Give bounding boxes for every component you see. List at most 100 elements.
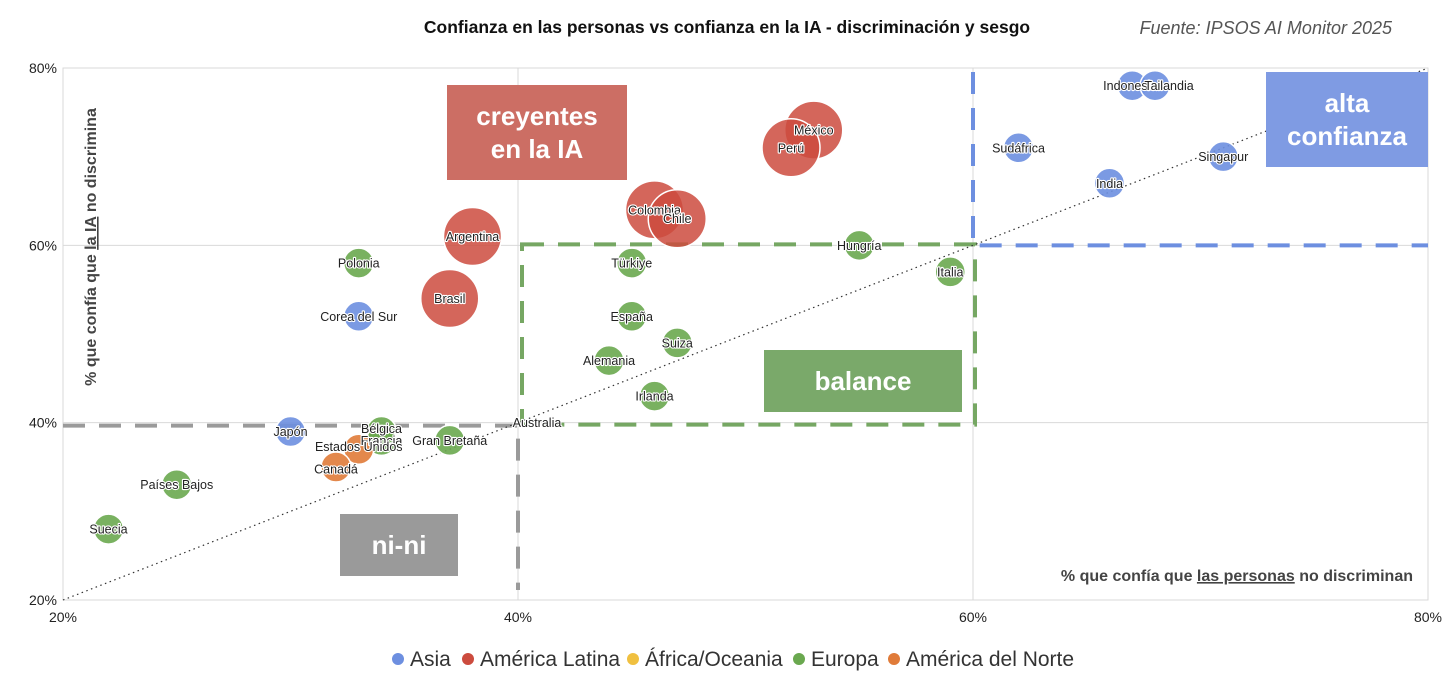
axis-ticks: 20% 40% 60% 80% 20% 40% 60% 80%	[29, 60, 1442, 625]
data-label-corea-del-sur: Corea del Sur	[320, 310, 397, 324]
quadrant-label-ni-ni: ni-ni	[372, 530, 427, 560]
x-tick-label: 80%	[1414, 609, 1442, 625]
y-axis-title-pre: % que confía que	[83, 250, 100, 386]
data-label-canada: Canadá	[314, 463, 358, 477]
x-tick-label: 60%	[959, 609, 987, 625]
data-label-suecia: Suecia	[89, 523, 127, 537]
quadrant-label-alta-confianza: confianza	[1287, 121, 1407, 151]
data-label-suiza: Suiza	[662, 336, 693, 350]
data-label-mexico: México	[794, 124, 834, 138]
point-sudafrica	[1002, 132, 1035, 164]
point-italia	[934, 256, 966, 288]
point-tailandia	[1139, 69, 1171, 102]
legend-label-asia: Asia	[410, 648, 451, 671]
balance-border	[520, 242, 977, 427]
ni-ni-border	[63, 423, 520, 590]
data-label-irlanda: Irlanda	[635, 390, 673, 404]
chart-source: Fuente: IPSOS AI Monitor 2025	[1140, 18, 1393, 38]
legend-marker-america-del-norte	[888, 653, 900, 665]
x-tick-label: 20%	[49, 609, 77, 625]
quadrant-box-creyentes-en-la-ia	[447, 85, 627, 180]
y-axis-title-post: no discrimina	[83, 108, 100, 217]
legend-label-africa-oceania: África/Oceania	[645, 648, 783, 671]
point-gran-bretana	[434, 424, 466, 457]
data-label-australia: Australia	[513, 416, 562, 430]
data-label-tailandia: Tailandia	[1144, 79, 1193, 93]
legend-marker-europa	[793, 653, 805, 665]
point-suecia	[92, 513, 125, 545]
data-label-argentina: Argentina	[446, 230, 500, 244]
data-label-espana: España	[611, 310, 653, 324]
data-label-indonesia: Indonesia	[1103, 79, 1157, 93]
data-label-polonia: Polonia	[338, 257, 380, 271]
y-tick-label: 40%	[29, 415, 57, 431]
point-canada	[320, 451, 352, 483]
point-suiza	[661, 327, 693, 359]
legend: Asia América Latina África/Oceania Europa Am…	[392, 648, 1074, 671]
data-label-chile: Chile	[663, 212, 692, 226]
point-alemania	[593, 344, 625, 377]
trendline-group	[62, 67, 1429, 601]
quadrant-box-ni-ni	[340, 514, 458, 576]
point-paises-bajos	[161, 468, 193, 501]
quadrant-box-balance	[764, 350, 962, 412]
legend-label-america-del-norte: América del Norte	[906, 648, 1074, 671]
x-axis-title-pre: % que confía que	[1061, 568, 1197, 585]
quadrant-borders	[63, 72, 1428, 590]
quadrant-label-creyentes-en-la-ia: en la IA	[491, 134, 584, 164]
data-label-paises-bajos: Países Bajos	[140, 478, 213, 492]
data-points	[92, 69, 1239, 545]
legend-marker-america-latina	[462, 653, 474, 665]
trendline	[62, 67, 1429, 601]
data-label-italia: Italia	[937, 265, 963, 279]
legend-marker-africa-oceania	[627, 653, 639, 665]
data-label-sudafrica: Sudáfrica	[992, 141, 1045, 155]
x-tick-label: 40%	[504, 609, 532, 625]
data-label-peru: Perú	[778, 141, 804, 155]
y-tick-label: 60%	[29, 237, 57, 253]
point-india	[1093, 167, 1126, 200]
quadrant-label-balance: balance	[815, 366, 912, 396]
x-axis-title-post: no discriminan	[1295, 568, 1413, 585]
data-label-turkiye: Türkiye	[611, 257, 652, 271]
y-axis-title-underlined: la IA	[83, 216, 100, 250]
point-singapur	[1207, 140, 1239, 173]
point-espana	[616, 300, 648, 333]
point-brasil	[420, 268, 480, 329]
chart-title: Confianza en las personas vs confianza e…	[424, 17, 1030, 37]
data-label-brasil: Brasil	[434, 292, 465, 306]
y-tick-label: 80%	[29, 60, 57, 76]
x-axis-title-underlined: las personas	[1197, 568, 1295, 585]
point-japon	[274, 415, 307, 448]
data-label-india: India	[1096, 177, 1123, 191]
legend-label-america-latina: América Latina	[480, 648, 620, 671]
data-label-gran-bretana: Gran Bretaña	[412, 434, 487, 448]
point-irlanda	[638, 380, 671, 412]
point-hungria	[843, 229, 875, 262]
point-argentina	[442, 206, 503, 267]
legend-marker-asia	[392, 653, 404, 665]
data-label-colombia: Colombia	[628, 203, 681, 217]
data-label-hungria: Hungría	[837, 239, 882, 253]
alta-confianza-border	[971, 72, 1428, 248]
data-label-japon: Japón	[273, 425, 307, 439]
data-label-francia: Francia	[361, 434, 403, 448]
data-label-estados-unidos: Estados Unidos	[315, 440, 403, 454]
point-estados-unidos	[343, 433, 375, 466]
point-corea-del-sur	[343, 300, 375, 333]
quadrant-label-alta-confianza: alta	[1325, 88, 1370, 118]
quadrant-label-creyentes-en-la-ia: creyentes	[476, 101, 597, 131]
x-axis-title: % que confía que las personas no discrim…	[1061, 568, 1413, 585]
point-polonia	[343, 247, 375, 279]
y-axis-title: % que confía que la IA no discrimina	[83, 108, 100, 386]
data-label-singapur: Singapur	[1198, 150, 1248, 164]
quadrant-box-alta-confianza	[1266, 72, 1428, 167]
y-tick-label: 20%	[29, 592, 57, 608]
point-peru	[761, 118, 821, 178]
point-chile	[647, 188, 707, 249]
data-label-belgica: Bélgica	[361, 422, 402, 436]
point-turkiye	[616, 247, 648, 279]
